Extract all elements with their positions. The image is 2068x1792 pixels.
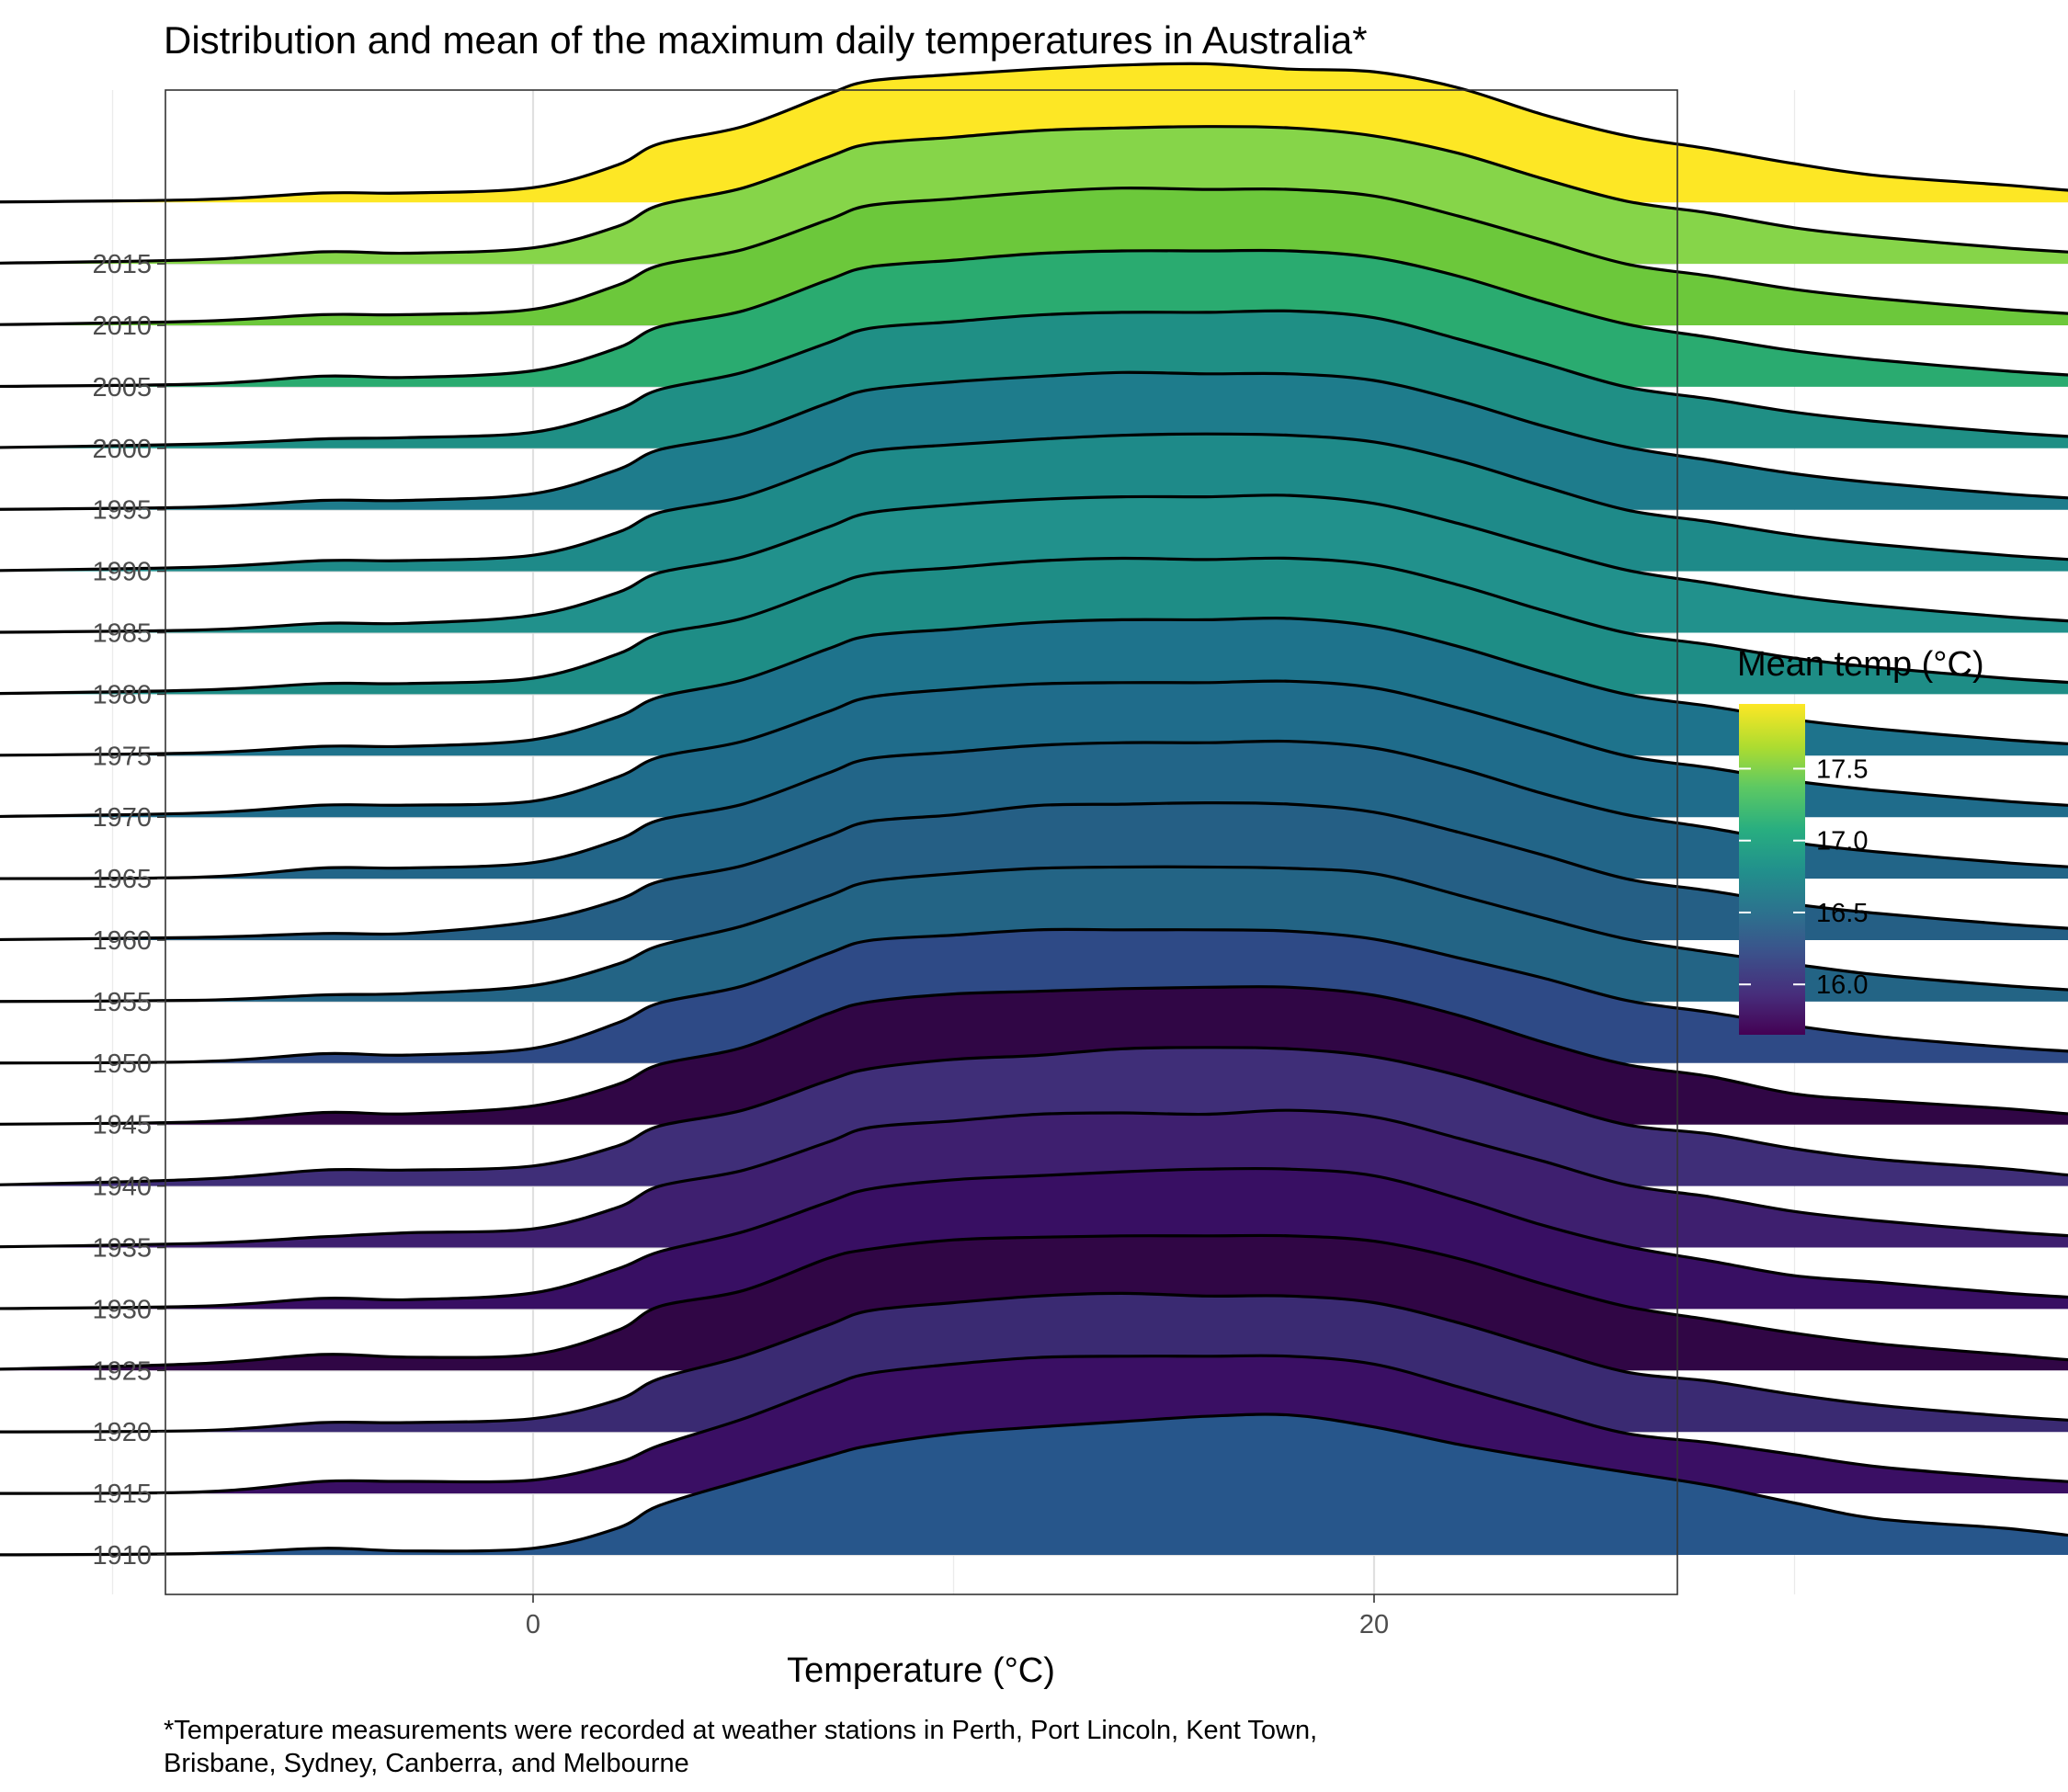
y-tick-label: 2000 — [92, 435, 152, 464]
ridge-fill — [0, 1413, 2068, 1555]
ridge-outline — [0, 62, 2068, 204]
ridge-outline — [0, 800, 2068, 942]
x-tick-label: 0 — [526, 1610, 540, 1639]
y-tick-label: 1970 — [92, 803, 152, 833]
y-tick-label: 2015 — [92, 250, 152, 279]
ridge-outline — [0, 616, 2068, 757]
ridge-1910 — [0, 1412, 2068, 1557]
caption-line-2: Brisbane, Sydney, Canberra, and Melbourn… — [164, 1749, 689, 1778]
legend-title: Mean temp (°C) — [1737, 645, 1984, 684]
y-tick-label: 2005 — [92, 373, 152, 403]
y-tick-label: 1990 — [92, 558, 152, 587]
y-tick-label: 1935 — [92, 1234, 152, 1264]
y-tick-label: 1940 — [92, 1173, 152, 1202]
ridge-outline — [0, 1233, 2068, 1371]
panel-border — [165, 89, 1678, 1595]
legend-tick-label: 17.0 — [1816, 827, 1868, 856]
legend-tick-label: 17.5 — [1816, 754, 1868, 784]
legend-tick-label: 16.0 — [1816, 970, 1868, 1000]
ridge-outline — [0, 187, 2068, 326]
ridge-outline — [0, 309, 2068, 449]
ridge-outline — [0, 865, 2068, 1004]
legend-ticks: 16.0 16.5 17.0 17.5 — [1739, 754, 1868, 1000]
ridge-outline — [0, 1291, 2068, 1434]
ridge-outline — [0, 1166, 2068, 1310]
density-ridges — [0, 62, 2068, 1557]
y-tick-label: 1945 — [92, 1111, 152, 1140]
ridge-outline — [0, 125, 2068, 265]
x-axis: 02040 — [526, 1594, 1389, 1639]
y-tick-label: 1910 — [92, 1541, 152, 1571]
y-tick-label: 1920 — [92, 1418, 152, 1447]
y-axis: 1910 1915 1920 1925 1930 1935 1940 1945 1950 1955… — [92, 250, 165, 1571]
y-tick-label: 1965 — [92, 865, 152, 894]
ridge-outline — [0, 679, 2068, 819]
y-tick-label: 1950 — [92, 1049, 152, 1079]
ridge-outline — [0, 1108, 2068, 1249]
y-tick-label: 1960 — [92, 926, 152, 956]
ridge-outline — [0, 1354, 2068, 1495]
legend-tick-label: 16.5 — [1816, 899, 1868, 928]
ridge-outline — [0, 985, 2068, 1126]
y-tick-label: 2010 — [92, 312, 152, 341]
y-tick-label: 1980 — [92, 680, 152, 709]
y-tick-label: 1975 — [92, 742, 152, 771]
y-tick-label: 1925 — [92, 1356, 152, 1386]
y-tick-label: 1930 — [92, 1295, 152, 1324]
ridge-outline — [0, 493, 2068, 634]
ridge-outline — [0, 370, 2068, 511]
y-tick-label: 1995 — [92, 496, 152, 526]
ridge-outline — [0, 248, 2068, 389]
caption-line-1: *Temperature measurements were recorded … — [164, 1716, 1317, 1745]
ridge-outline — [0, 739, 2068, 880]
ridge-outline — [0, 927, 2068, 1065]
y-tick-label: 1955 — [92, 988, 152, 1017]
x-tick-label: 20 — [1359, 1610, 1389, 1639]
color-legend: Mean temp (°C) 16.0 16.5 17.0 17.5 — [1737, 645, 1984, 1035]
ridge-outline — [0, 556, 2068, 696]
x-axis-label: Temperature (°C) — [787, 1651, 1055, 1690]
ridge-outline — [0, 1412, 2068, 1557]
chart-title: Distribution and mean of the maximum dai… — [164, 18, 1368, 62]
ridge-outline — [0, 432, 2068, 573]
y-tick-label: 1915 — [92, 1480, 152, 1509]
ridge-outline — [0, 1046, 2068, 1186]
legend-colorbar — [1739, 704, 1805, 1035]
y-tick-label: 1985 — [92, 619, 152, 649]
